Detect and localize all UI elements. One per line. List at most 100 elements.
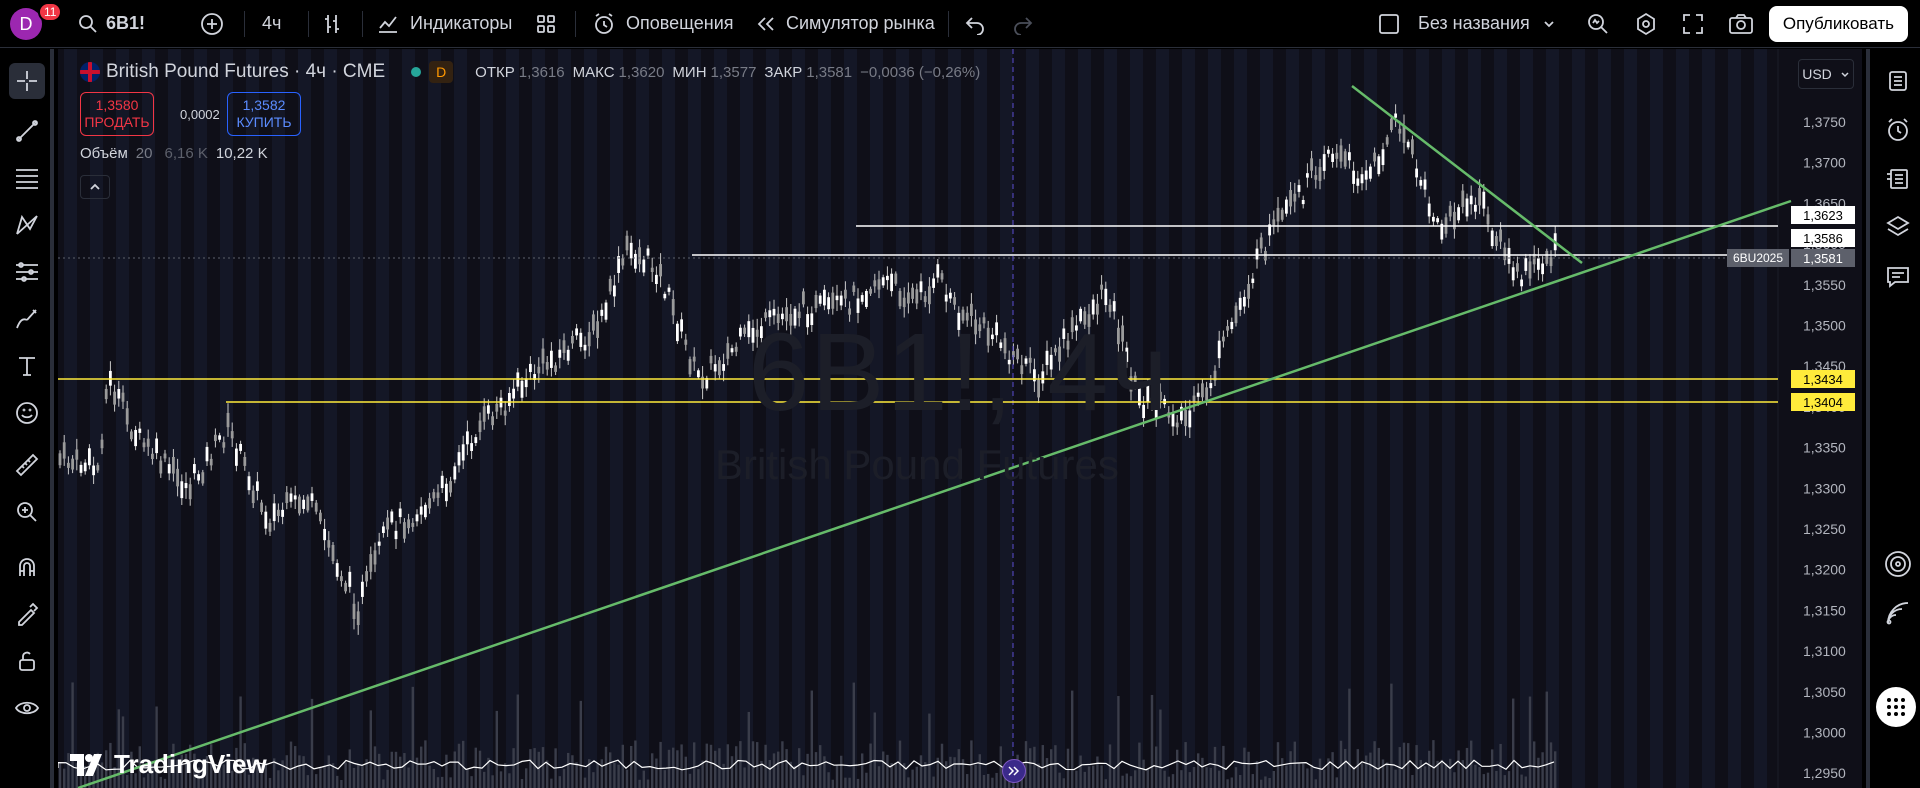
text-tool[interactable] bbox=[9, 348, 45, 384]
fullscreen-button[interactable] bbox=[1682, 0, 1704, 48]
symbol-title[interactable]: British Pound Futures · 4ч · CME bbox=[106, 61, 386, 82]
brush-tool[interactable] bbox=[9, 301, 45, 337]
session-stripe bbox=[688, 49, 701, 788]
volume-bar bbox=[1524, 776, 1527, 788]
candle-body bbox=[575, 328, 578, 336]
user-avatar[interactable]: D bbox=[10, 8, 42, 40]
market-status-icon[interactable] bbox=[411, 67, 422, 77]
candle-body bbox=[134, 429, 137, 447]
signal-button[interactable] bbox=[1880, 595, 1916, 631]
lock-drawings-tool[interactable] bbox=[9, 596, 45, 632]
zoom-tool[interactable] bbox=[9, 494, 45, 530]
candle-body bbox=[697, 370, 700, 378]
volume-bar bbox=[1230, 777, 1233, 788]
volume-bar bbox=[1331, 752, 1334, 788]
news-button[interactable] bbox=[1880, 161, 1916, 197]
volume-bar bbox=[214, 763, 217, 788]
candle-body bbox=[554, 365, 557, 372]
magnet-tool[interactable] bbox=[9, 549, 45, 585]
candle-body bbox=[121, 392, 125, 402]
drawing-toolbar bbox=[0, 49, 54, 788]
divider bbox=[948, 11, 949, 37]
candle-body bbox=[940, 273, 944, 280]
tradingview-logo[interactable]: TradingView bbox=[70, 749, 267, 780]
visibility-tool[interactable] bbox=[9, 690, 45, 726]
volume-bar bbox=[1348, 688, 1351, 788]
signal-icon bbox=[1886, 602, 1909, 625]
volume-bar bbox=[1541, 752, 1544, 788]
volume-bar bbox=[667, 749, 671, 788]
crosshair-tool[interactable] bbox=[9, 63, 45, 99]
templates-button[interactable] bbox=[534, 0, 558, 48]
volume-bar bbox=[352, 767, 356, 788]
chart-pane[interactable]: 1,37501,37001,36501,36001,35501,35001,34… bbox=[58, 49, 1862, 788]
price-chart[interactable]: 1,37501,37001,36501,36001,35501,35001,34… bbox=[58, 49, 1862, 788]
candle-body bbox=[125, 408, 129, 425]
volume-legend[interactable]: Объём 20 6,16 K 10,22 K bbox=[80, 145, 276, 162]
target-button[interactable] bbox=[1880, 546, 1916, 582]
replay-button[interactable]: Симулятор рынка bbox=[754, 0, 935, 48]
candle-body bbox=[159, 460, 163, 474]
session-stripe bbox=[428, 49, 441, 788]
candle-body bbox=[335, 563, 339, 577]
crosshair-icon bbox=[17, 71, 37, 91]
lock-tool[interactable] bbox=[9, 643, 45, 679]
interval-button[interactable]: 4ч bbox=[262, 0, 281, 48]
pattern-tool[interactable] bbox=[9, 207, 45, 243]
chat-button[interactable] bbox=[1880, 259, 1916, 295]
screenshot-button[interactable] bbox=[1728, 0, 1754, 48]
watchlist-button[interactable] bbox=[1880, 63, 1916, 99]
fib-tool[interactable] bbox=[9, 160, 45, 196]
publish-button[interactable]: Опубликовать bbox=[1768, 6, 1908, 42]
candle-body bbox=[982, 317, 986, 324]
alerts-button[interactable]: Оповещения bbox=[592, 0, 734, 48]
ruler-tool[interactable] bbox=[9, 447, 45, 483]
ruler-icon bbox=[15, 453, 39, 477]
prediction-tool[interactable] bbox=[9, 254, 45, 290]
sell-button[interactable]: 1,3580 ПРОДАТЬ bbox=[80, 92, 154, 136]
collapse-legend-button[interactable] bbox=[80, 175, 110, 199]
candle-body bbox=[348, 571, 352, 587]
candle-body bbox=[760, 326, 763, 339]
candle-body bbox=[1251, 278, 1255, 283]
volume-bar bbox=[907, 777, 910, 788]
go-to-realtime-button[interactable] bbox=[1002, 759, 1026, 783]
chart-type-button[interactable] bbox=[320, 0, 344, 48]
redo-button[interactable] bbox=[1012, 0, 1034, 48]
session-stripe bbox=[1234, 49, 1247, 788]
volume-bar bbox=[1188, 772, 1191, 788]
price-axis-label: 1,3300 bbox=[1803, 480, 1846, 496]
more-button[interactable] bbox=[1876, 687, 1916, 727]
settings-button[interactable] bbox=[1634, 0, 1658, 48]
session-stripe bbox=[1286, 49, 1299, 788]
candle-body bbox=[680, 319, 683, 332]
layers-button[interactable] bbox=[1880, 209, 1916, 245]
volume-bar bbox=[399, 756, 402, 788]
volume-bar bbox=[1024, 741, 1028, 788]
volume-bar bbox=[894, 762, 897, 788]
symbol-legend: British Pound Futures · 4ч · CME D ОТКР 1… bbox=[80, 61, 984, 83]
emoji-tool[interactable] bbox=[9, 395, 45, 431]
quick-search-button[interactable] bbox=[1586, 0, 1610, 48]
volume-bar bbox=[869, 743, 872, 788]
trend-line-tool[interactable] bbox=[9, 113, 45, 149]
candle-body bbox=[688, 359, 692, 375]
currency-selector[interactable]: USD bbox=[1798, 59, 1854, 89]
session-stripe bbox=[896, 49, 909, 788]
layout-menu[interactable]: Без названия bbox=[1378, 0, 1556, 48]
volume-bar bbox=[621, 744, 624, 788]
volume-period: 20 bbox=[135, 145, 153, 162]
buy-button[interactable]: 1,3582 КУПИТЬ bbox=[227, 92, 301, 136]
data-delay-badge[interactable]: D bbox=[429, 61, 454, 83]
candle-body bbox=[453, 466, 457, 480]
candle-body bbox=[608, 278, 612, 292]
symbol-search[interactable]: 6B1! bbox=[78, 0, 145, 48]
alerts-panel-button[interactable] bbox=[1880, 112, 1916, 148]
volume-bar bbox=[978, 754, 981, 788]
volume-bar bbox=[243, 743, 246, 788]
indicators-button[interactable]: Индикаторы bbox=[376, 0, 512, 48]
candle-body bbox=[1306, 173, 1309, 178]
undo-button[interactable] bbox=[964, 0, 986, 48]
fast-forward-icon bbox=[1008, 766, 1020, 776]
compare-button[interactable] bbox=[200, 0, 224, 48]
